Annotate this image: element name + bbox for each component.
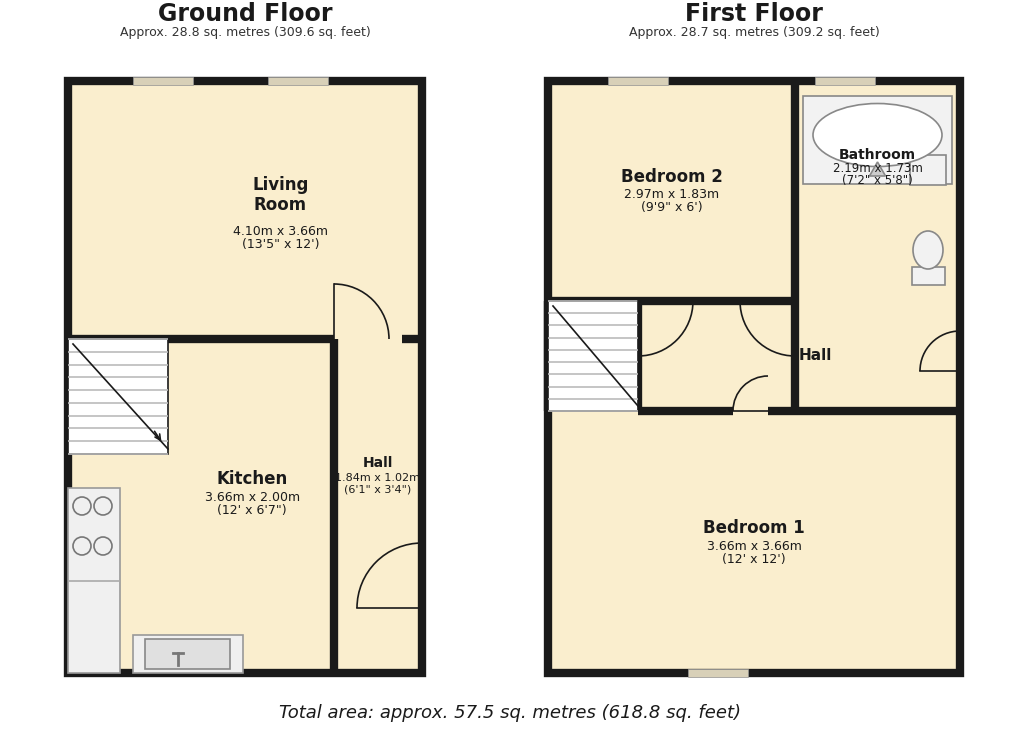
Text: Hall: Hall [798, 348, 832, 364]
Text: First Floor: First Floor [685, 2, 822, 26]
Bar [68, 81, 422, 673]
Bar [145, 639, 229, 669]
Text: (7'2" x 5'8"): (7'2" x 5'8") [842, 174, 912, 187]
Text: (9'9" x 6'): (9'9" x 6') [640, 202, 702, 214]
Text: Total area: approx. 57.5 sq. metres (618.8 sq. feet): Total area: approx. 57.5 sq. metres (618… [279, 704, 740, 722]
Ellipse shape [812, 104, 942, 167]
Bar [802, 96, 951, 184]
Text: 2.97m x 1.83m: 2.97m x 1.83m [624, 188, 718, 202]
Text: (12' x 12'): (12' x 12') [721, 553, 785, 565]
Bar [68, 488, 120, 673]
Bar [547, 301, 637, 411]
Text: Living
Room: Living Room [252, 176, 309, 214]
Polygon shape [868, 162, 884, 176]
Bar [607, 77, 667, 85]
Text: Approx. 28.8 sq. metres (309.6 sq. feet): Approx. 28.8 sq. metres (309.6 sq. feet) [119, 26, 370, 39]
Bar [688, 669, 747, 677]
Ellipse shape [912, 231, 943, 269]
Text: 4.10m x 3.66m: 4.10m x 3.66m [232, 225, 327, 239]
Text: 1.84m x 1.02m: 1.84m x 1.02m [335, 473, 420, 482]
Bar [547, 81, 959, 673]
Text: Bedroom 2: Bedroom 2 [620, 168, 721, 186]
Text: Kitchen: Kitchen [216, 471, 287, 488]
Text: Bedroom 1: Bedroom 1 [702, 519, 804, 537]
Text: (6'1" x 3'4"): (6'1" x 3'4") [344, 485, 412, 494]
Text: (12' x 6'7"): (12' x 6'7") [217, 504, 286, 516]
Text: 2.19m x 1.73m: 2.19m x 1.73m [832, 162, 921, 175]
Bar [911, 267, 944, 285]
Text: Hall: Hall [363, 456, 392, 470]
Text: 3.66m x 2.00m: 3.66m x 2.00m [205, 491, 300, 504]
Bar [814, 77, 874, 85]
Bar [268, 77, 328, 85]
Text: 3.66m x 3.66m: 3.66m x 3.66m [706, 539, 801, 553]
Bar [68, 339, 168, 454]
Bar [132, 635, 243, 673]
Text: (13'5" x 12'): (13'5" x 12') [242, 239, 319, 251]
Text: Approx. 28.7 sq. metres (309.2 sq. feet): Approx. 28.7 sq. metres (309.2 sq. feet) [628, 26, 878, 39]
Bar [909, 155, 945, 185]
Text: Bathroom: Bathroom [838, 147, 915, 162]
Text: Ground Floor: Ground Floor [158, 2, 332, 26]
Bar [132, 77, 193, 85]
